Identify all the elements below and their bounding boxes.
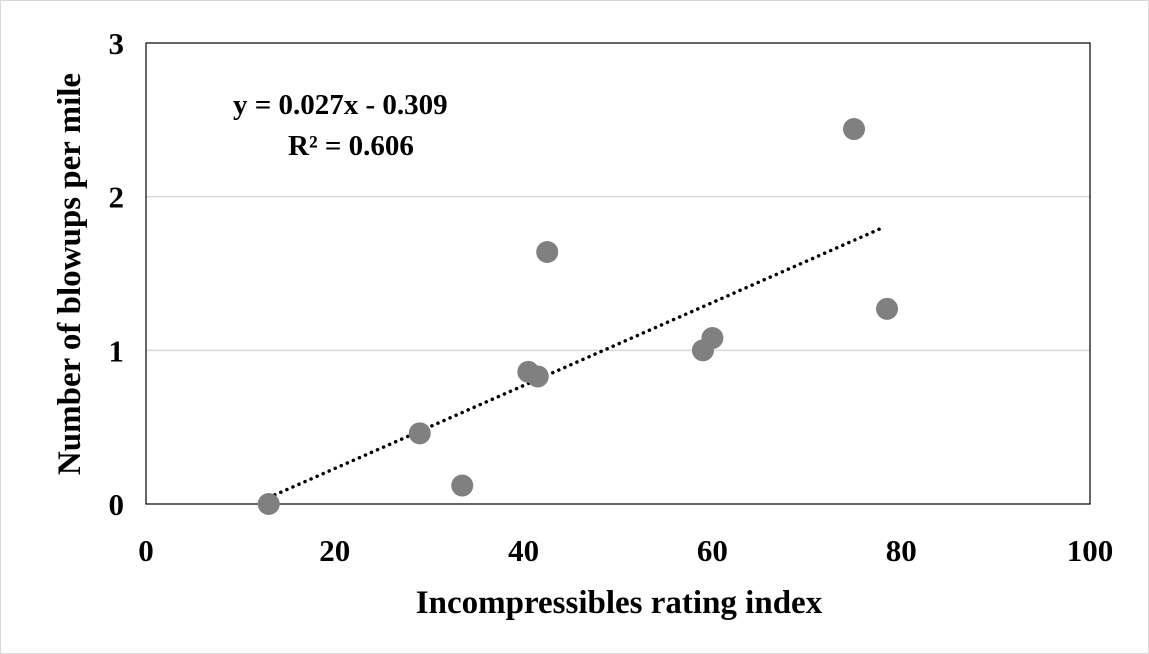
- x-tick-label: 100: [1067, 533, 1114, 568]
- y-axis-title: Number of blowups per mile: [52, 73, 88, 475]
- r-squared-label: R² = 0.606: [288, 130, 414, 162]
- y-axis-ticks: 0 1 2 3: [109, 26, 125, 522]
- plot-area: [145, 42, 1091, 505]
- x-tick-label: 60: [697, 533, 728, 568]
- data-point: [526, 365, 549, 388]
- data-point: [701, 327, 724, 350]
- y-tick-label: 3: [109, 26, 125, 61]
- y-tick-label: 1: [109, 333, 125, 368]
- y-tick-label: 2: [109, 180, 125, 215]
- data-point: [843, 118, 865, 141]
- x-tick-label: 20: [319, 533, 350, 568]
- x-axis-title: Incompressibles rating index: [416, 585, 823, 621]
- data-point: [257, 493, 280, 515]
- gridlines: [146, 195, 1090, 352]
- trendline-equation: y = 0.027x - 0.309: [233, 89, 448, 121]
- x-tick-label: 80: [886, 533, 917, 568]
- x-tick-label: 0: [138, 533, 154, 568]
- y-tick-label: 0: [109, 487, 125, 522]
- x-tick-label: 40: [508, 533, 539, 568]
- data-point: [536, 240, 559, 263]
- data-point: [408, 422, 431, 445]
- x-axis-ticks: 0 20 40 60 80 100: [138, 533, 1113, 568]
- data-point: [451, 474, 474, 497]
- data-point: [876, 297, 899, 320]
- trendline: [266, 226, 885, 500]
- data-points: [257, 118, 899, 515]
